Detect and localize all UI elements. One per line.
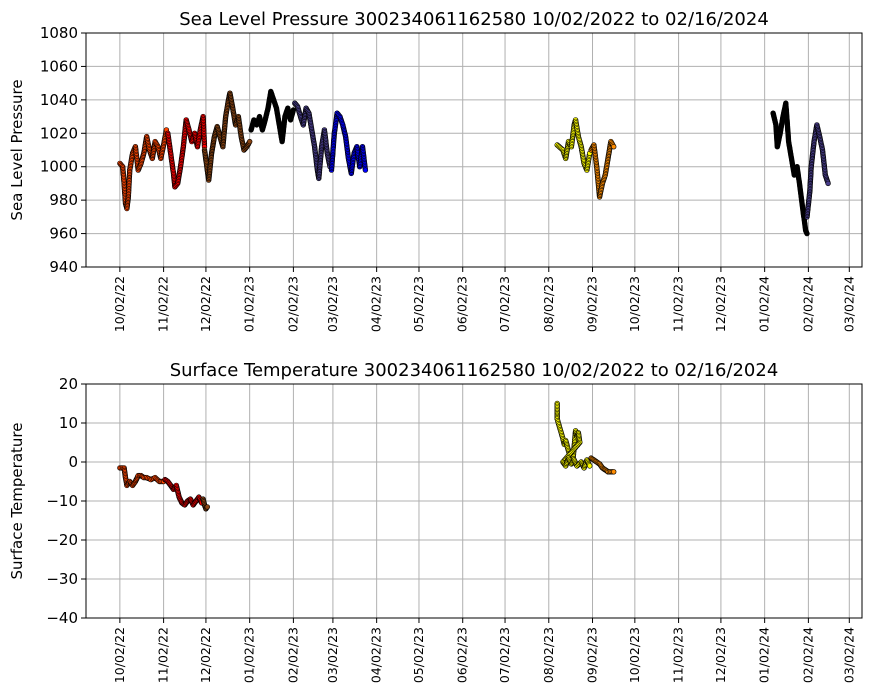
x-tick-label: 03/02/24 xyxy=(841,627,856,683)
x-tick-label: 04/02/23 xyxy=(369,627,384,683)
series-3 xyxy=(201,90,253,183)
y-tick-label: 0 xyxy=(68,453,78,471)
chart-panel-1: 940 960 980 1000 1020 1040 1060 1080 10/02/22 11/… xyxy=(8,9,863,332)
y-tick-label: 960 xyxy=(49,225,78,243)
y-tick-label: 20 xyxy=(59,375,78,393)
y-tick-label: 1060 xyxy=(40,57,78,75)
plot-frame xyxy=(85,32,863,268)
x-tick-label: 03/02/24 xyxy=(841,276,856,332)
x-tick-label: 08/02/23 xyxy=(541,627,556,683)
series-1 xyxy=(117,127,170,212)
x-tick-label: 01/02/24 xyxy=(757,627,772,683)
x-tick-label: 03/02/23 xyxy=(325,276,340,332)
series-2 xyxy=(162,476,205,508)
y-tick-label: 1020 xyxy=(40,124,78,142)
x-tick-label: 01/02/24 xyxy=(757,276,772,332)
x-tick-label: 12/02/23 xyxy=(713,276,728,332)
y-tick-label: 1080 xyxy=(40,24,78,42)
chart-panel-2: −40 −30 −20 −10 0 10 20 10/02/22 11/02/22 12/02/2… xyxy=(8,360,863,683)
y-tick-label: −10 xyxy=(46,492,78,510)
y-axis-label: Sea Level Pressure xyxy=(8,79,26,220)
x-tick-label: 06/02/23 xyxy=(455,627,470,683)
x-tick-label: 05/02/23 xyxy=(411,276,426,332)
y-tick-label: −20 xyxy=(46,531,78,549)
x-tick-label: 08/02/23 xyxy=(541,276,556,332)
data-point xyxy=(362,167,369,173)
series-3 xyxy=(200,496,211,512)
data-point xyxy=(204,504,211,510)
y-tick-label: 10 xyxy=(59,414,78,432)
x-tick-label: 04/02/23 xyxy=(369,276,384,332)
x-tick-label: 05/02/23 xyxy=(411,627,426,683)
series-1 xyxy=(117,465,167,489)
series-7 xyxy=(554,117,593,173)
x-tick-label: 06/02/23 xyxy=(455,276,470,332)
x-tick-label: 03/02/23 xyxy=(325,627,340,683)
data-point xyxy=(610,469,617,475)
x-tick-label: 01/02/23 xyxy=(242,276,257,332)
x-tick-label: 07/02/23 xyxy=(497,276,512,332)
series-4 xyxy=(248,88,297,145)
chart-title: Sea Level Pressure 300234061162580 10/02… xyxy=(179,9,769,30)
y-tick-label: −40 xyxy=(46,609,78,627)
series-4 xyxy=(554,400,593,471)
x-tick-label: 10/02/22 xyxy=(112,276,127,332)
series-9 xyxy=(770,100,810,237)
series-8 xyxy=(588,138,617,200)
series-5 xyxy=(292,100,333,182)
y-tick-label: −30 xyxy=(46,570,78,588)
x-tick-label: 09/02/23 xyxy=(585,276,600,332)
data-point xyxy=(825,180,831,187)
x-tick-label: 02/02/23 xyxy=(285,276,300,332)
y-tick-label: 980 xyxy=(49,191,78,209)
y-tick-label: 940 xyxy=(49,258,78,276)
data-point xyxy=(247,138,253,145)
x-tick-label: 11/02/23 xyxy=(671,276,686,332)
y-tick-label: 1000 xyxy=(40,158,78,176)
x-tick-label: 10/02/22 xyxy=(112,627,127,683)
y-tick-label: 1040 xyxy=(40,91,78,109)
x-tick-label: 02/02/23 xyxy=(285,627,300,683)
x-tick-label: 10/02/23 xyxy=(627,276,642,332)
x-tick-label: 01/02/23 xyxy=(242,627,257,683)
x-tick-label: 11/02/23 xyxy=(671,627,686,683)
x-tick-label: 11/02/22 xyxy=(156,627,171,683)
x-tick-label: 07/02/23 xyxy=(497,627,512,683)
x-tick-label: 12/02/23 xyxy=(713,627,728,683)
x-tick-label: 02/02/24 xyxy=(800,627,815,683)
x-tick-label: 02/02/24 xyxy=(800,276,815,332)
x-tick-label: 09/02/23 xyxy=(585,627,600,683)
x-tick-label: 12/02/22 xyxy=(198,276,213,332)
data-point xyxy=(804,230,810,237)
x-tick-label: 12/02/22 xyxy=(198,627,213,683)
y-axis-label: Surface Temperature xyxy=(8,423,26,580)
series-2 xyxy=(165,113,208,190)
series-6 xyxy=(328,110,369,177)
data-point xyxy=(586,463,593,469)
series-10 xyxy=(804,122,831,220)
x-tick-label: 11/02/22 xyxy=(156,276,171,332)
series-5 xyxy=(588,455,617,475)
data-point xyxy=(290,107,297,113)
chart-title: Surface Temperature 300234061162580 10/0… xyxy=(170,360,779,381)
x-tick-label: 10/02/23 xyxy=(627,627,642,683)
data-point xyxy=(610,144,617,150)
